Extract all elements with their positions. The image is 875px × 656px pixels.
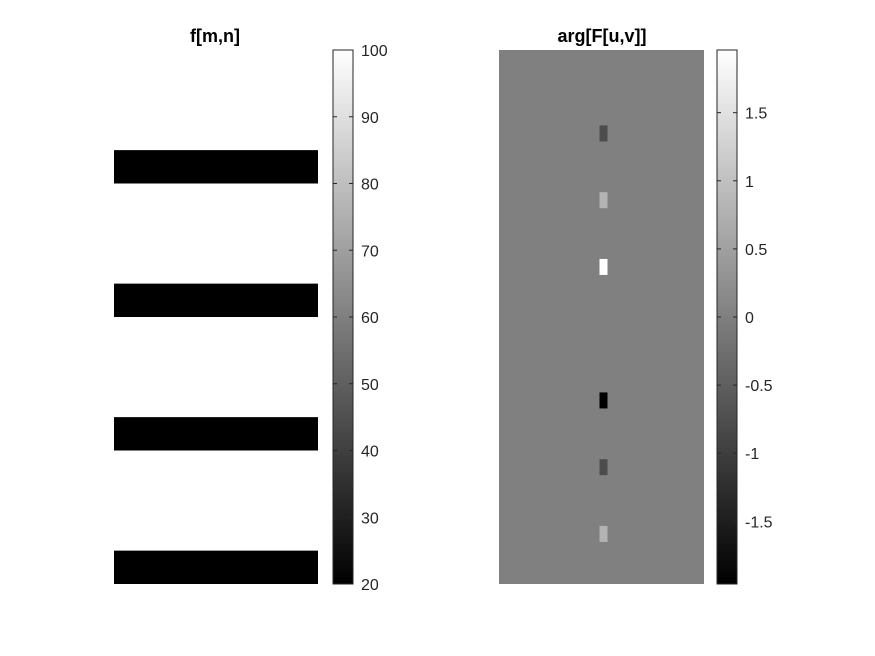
right-image-plot bbox=[499, 50, 704, 584]
left-image-plot bbox=[114, 50, 318, 584]
right-image-cell-5 bbox=[599, 459, 608, 476]
right-image-panel: arg[F[u,v]] -1.5 -1 -0.5 0 0.5 1 1.5 bbox=[499, 26, 773, 585]
right-colorbar-tick-label: 0 bbox=[745, 310, 754, 327]
left-image-stripe-3 bbox=[114, 417, 318, 451]
right-image-cell-4 bbox=[599, 392, 608, 409]
right-image-cell-3 bbox=[599, 258, 608, 275]
right-image-cell-1 bbox=[599, 125, 608, 142]
right-colorbar-tick-label: 1.5 bbox=[745, 106, 767, 123]
left-image-stripe-4 bbox=[114, 550, 318, 584]
left-colorbar-tick-label: 70 bbox=[361, 243, 379, 260]
right-colorbar-tick-label: -1.5 bbox=[745, 514, 773, 531]
right-colorbar-tick-label: 0.5 bbox=[745, 242, 767, 259]
right-colorbar: -1.5 -1 -0.5 0 0.5 1 1.5 bbox=[716, 49, 773, 585]
left-colorbar-tick-label: 80 bbox=[361, 177, 379, 194]
left-colorbar-tick-label: 60 bbox=[361, 310, 379, 327]
left-colorbar-tick-label: 100 bbox=[361, 43, 388, 60]
left-colorbar-ticks: 20 30 40 50 60 70 80 90 100 bbox=[333, 43, 388, 594]
left-colorbar: 20 30 40 50 60 70 80 90 100 bbox=[332, 43, 388, 594]
left-image-panel: f[m,n] 20 30 40 50 60 70 80 90 100 bbox=[114, 26, 388, 594]
right-image-cell-6 bbox=[599, 525, 608, 542]
left-colorbar-tick-label: 90 bbox=[361, 110, 379, 127]
left-colorbar-tick-label: 50 bbox=[361, 377, 379, 394]
left-image-stripe-2 bbox=[114, 283, 318, 317]
left-colorbar-tick-label: 30 bbox=[361, 510, 379, 527]
right-colorbar-ticks: -1.5 -1 -0.5 0 0.5 1 1.5 bbox=[717, 106, 773, 531]
left-image-stripe-1 bbox=[114, 150, 318, 184]
right-colorbar-tick-label: 1 bbox=[745, 174, 754, 191]
right-image-title: arg[F[u,v]] bbox=[558, 26, 647, 46]
left-colorbar-tick-label: 40 bbox=[361, 444, 379, 461]
left-colorbar-tick-label: 20 bbox=[361, 577, 379, 594]
left-image-title: f[m,n] bbox=[190, 26, 240, 46]
right-image-cell-2 bbox=[599, 192, 608, 209]
right-colorbar-tick-label: -0.5 bbox=[745, 378, 773, 395]
right-colorbar-tick-label: -1 bbox=[745, 446, 759, 463]
